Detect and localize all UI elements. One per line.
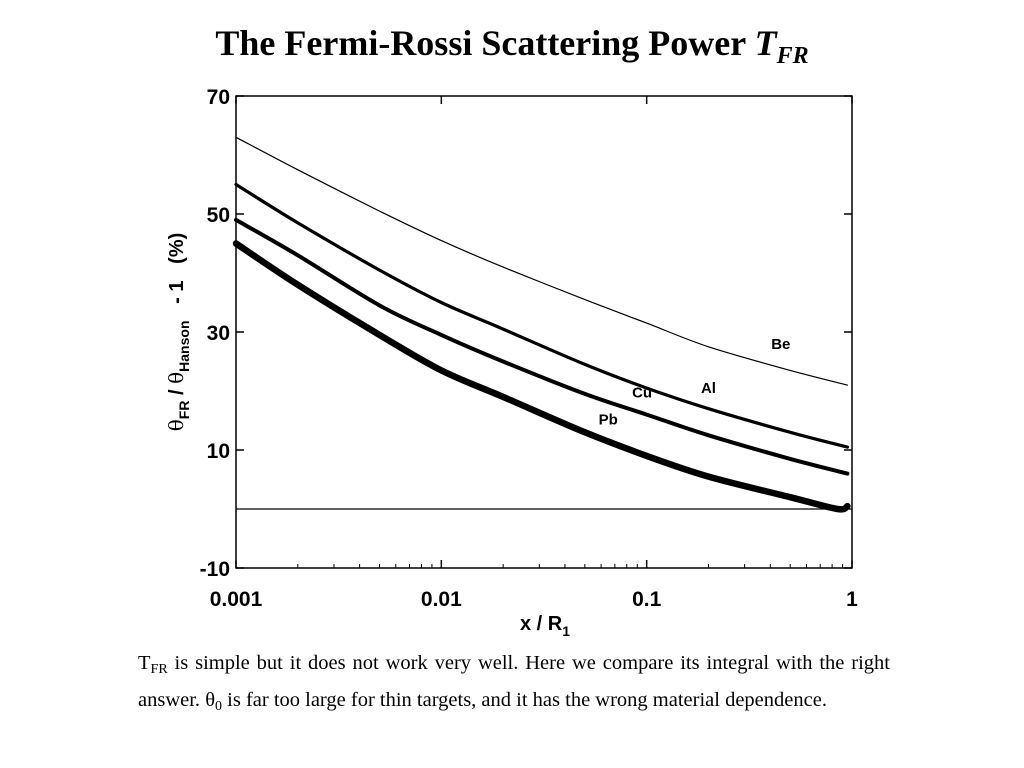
x-tick-label: 1 xyxy=(846,588,858,611)
x-axis-label-main: x / R xyxy=(520,613,563,635)
caption-theta: θ xyxy=(205,689,216,711)
series-label-cu: Cu xyxy=(632,384,652,401)
y-label-sub-1: FR xyxy=(176,401,192,420)
y-label-theta-2: θ xyxy=(164,372,188,384)
series-label-be: Be xyxy=(771,336,790,353)
caption-line-1: is simple but it does not work very well… xyxy=(138,652,890,711)
x-axis-label-sub: 1 xyxy=(562,623,570,639)
title-text: The Fermi-Rossi Scattering Power xyxy=(215,23,755,63)
y-label-sub-2: Hanson xyxy=(176,321,192,372)
y-label-theta-1: θ xyxy=(164,419,188,431)
page-title: The Fermi-Rossi Scattering Power TFR xyxy=(0,22,1024,70)
series-line-pb xyxy=(232,240,851,513)
y-axis-label: θFR / θHanson - 1 (%) xyxy=(164,233,192,432)
title-symbol: T xyxy=(754,23,777,63)
y-tick-label: 10 xyxy=(207,440,230,463)
series-label-pb: Pb xyxy=(599,411,618,428)
series-line-be xyxy=(235,136,848,386)
caption-theta-subscript: 0 xyxy=(215,699,223,714)
y-label-rest: - 1 (%) xyxy=(166,233,188,321)
caption-t-subscript: FR xyxy=(150,662,168,677)
title-subscript: FR xyxy=(776,43,809,69)
plot-frame xyxy=(235,95,853,569)
x-tick-label: 0.01 xyxy=(421,588,462,611)
y-tick-label: 50 xyxy=(207,204,230,227)
x-axis-label: x / R1 xyxy=(520,613,570,639)
x-tick-label: 0.1 xyxy=(632,588,662,611)
y-tick-label: -10 xyxy=(200,558,230,581)
series-line-al xyxy=(234,182,849,449)
y-label-sep: / xyxy=(166,384,188,401)
caption-t: T xyxy=(138,652,151,674)
y-tick-label: 70 xyxy=(207,86,230,109)
series-label-al: Al xyxy=(701,380,716,397)
x-tick-label: 0.001 xyxy=(210,588,263,611)
series-line-cu xyxy=(234,217,850,476)
y-tick-label: 30 xyxy=(207,322,230,345)
caption: TFR is simple but it does not work very … xyxy=(138,648,890,722)
caption-line-2: is far too large for thin targets, and i… xyxy=(222,689,827,711)
